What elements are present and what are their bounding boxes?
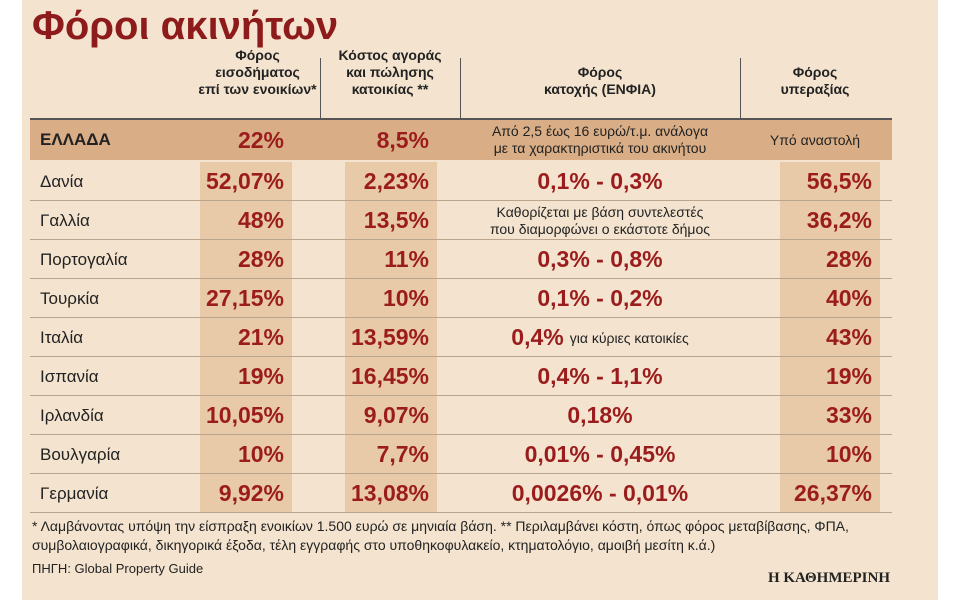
cell-value: 10,05% <box>205 402 284 428</box>
column-separator <box>460 58 461 118</box>
row-rule <box>30 239 892 240</box>
cell-value: 28% <box>825 246 872 272</box>
cell-value: 13,08% <box>350 480 429 506</box>
cell-value: 11% <box>384 246 429 272</box>
cell-value: 16,45% <box>350 363 429 389</box>
cell-value: 0,3% - 0,8% <box>537 246 663 272</box>
cell-value: 26,37% <box>793 480 872 506</box>
cell-value: 13,59% <box>350 324 429 350</box>
country-label: Βουλγαρία <box>40 444 121 464</box>
title: Φόροι ακινήτων <box>32 4 339 48</box>
country-label: Ιταλία <box>40 327 84 347</box>
column-band <box>345 162 437 513</box>
country-label: Τουρκία <box>40 288 100 308</box>
country-label: Ισπανία <box>40 366 99 386</box>
footnote: * Λαμβάνοντας υπόψη την είσπραξη ενοικίω… <box>32 518 849 553</box>
column-header: Κόστος αγοράς και πώλησης κατοικίας ** <box>338 47 442 97</box>
row-rule <box>30 512 892 513</box>
cell-value: 27,15% <box>205 285 284 311</box>
cell-value: 9,07% <box>363 402 429 428</box>
country-label: Γαλλία <box>40 210 90 230</box>
cell-value: 21% <box>237 324 284 350</box>
cell-value: 48% <box>237 207 284 233</box>
cell-value: 36,2% <box>806 207 872 233</box>
cell-value: 0,01% - 0,45% <box>524 441 676 467</box>
country-label: Γερμανία <box>40 483 109 503</box>
cell-note: Από 2,5 έως 16 ευρώ/τ.μ. ανάλογα με τα χ… <box>491 123 709 156</box>
row-rule <box>30 317 892 318</box>
cell-value: 52,07% <box>205 168 284 194</box>
country-label: ΕΛΛΑΔΑ <box>40 130 111 149</box>
cell-value: 2,23% <box>363 168 429 194</box>
column-separator <box>320 58 321 118</box>
cell-value: 19% <box>825 363 872 389</box>
cell-value: 28% <box>237 246 284 272</box>
cell-note: Καθορίζεται με βάση συντελεστές που διαμ… <box>489 203 711 237</box>
cell-value: 56,5% <box>806 168 872 194</box>
cell-value: 9,92% <box>218 480 284 506</box>
row-rule <box>30 473 892 474</box>
country-label: Πορτογαλία <box>40 249 128 269</box>
cell-note: για κύριες κατοικίες <box>569 329 689 346</box>
cell-value: 8,5% <box>376 126 429 153</box>
cell-value: 19% <box>237 363 284 389</box>
cell-value: 0,1% - 0,3% <box>537 168 663 194</box>
column-band <box>780 162 880 513</box>
cell-value: 43% <box>825 324 872 350</box>
row-rule <box>30 356 892 357</box>
row-rule <box>30 434 892 435</box>
cell-value: 0,0026% - 0,01% <box>511 480 689 506</box>
cell-value: 7,7% <box>376 441 429 467</box>
cell-value: 10% <box>382 285 429 311</box>
cell-value: 10% <box>825 441 872 467</box>
cell-value: 33% <box>825 402 872 428</box>
column-header: Φόρος υπεραξίας <box>780 64 850 97</box>
row-rule <box>30 278 892 279</box>
brand: Η ΚΑΘΗΜΕΡΙΝΗ <box>767 570 890 586</box>
country-label: Ιρλανδία <box>40 405 104 425</box>
column-band <box>200 162 292 513</box>
cell-value: 10% <box>237 441 284 467</box>
cell-value: 22% <box>237 126 284 153</box>
cell-value: 0,18% <box>567 402 633 428</box>
country-label: Δανία <box>40 171 84 191</box>
cell-value: 0,4% <box>511 324 564 350</box>
column-header: Φόρος κατοχής (ΕΝΦΙΑ) <box>544 64 656 97</box>
source: ΠΗΓΗ: Global Property Guide <box>32 561 204 576</box>
cell-value: 40% <box>825 285 872 311</box>
header-rule <box>30 118 892 120</box>
cell: 0,4% για κύριες κατοικίες <box>460 318 740 357</box>
cell-value: 0,1% - 0,2% <box>537 285 663 311</box>
highlight-row <box>30 120 892 160</box>
cell-value: 13,5% <box>363 207 429 233</box>
column-separator <box>740 58 741 118</box>
row-rule <box>30 200 892 201</box>
cell-value: 0,4% - 1,1% <box>537 363 663 389</box>
cell-note: Υπό αναστολή <box>769 131 861 148</box>
row-rule <box>30 395 892 396</box>
column-header: Φόρος εισοδήματος επί των ενοικίων* <box>198 47 317 97</box>
